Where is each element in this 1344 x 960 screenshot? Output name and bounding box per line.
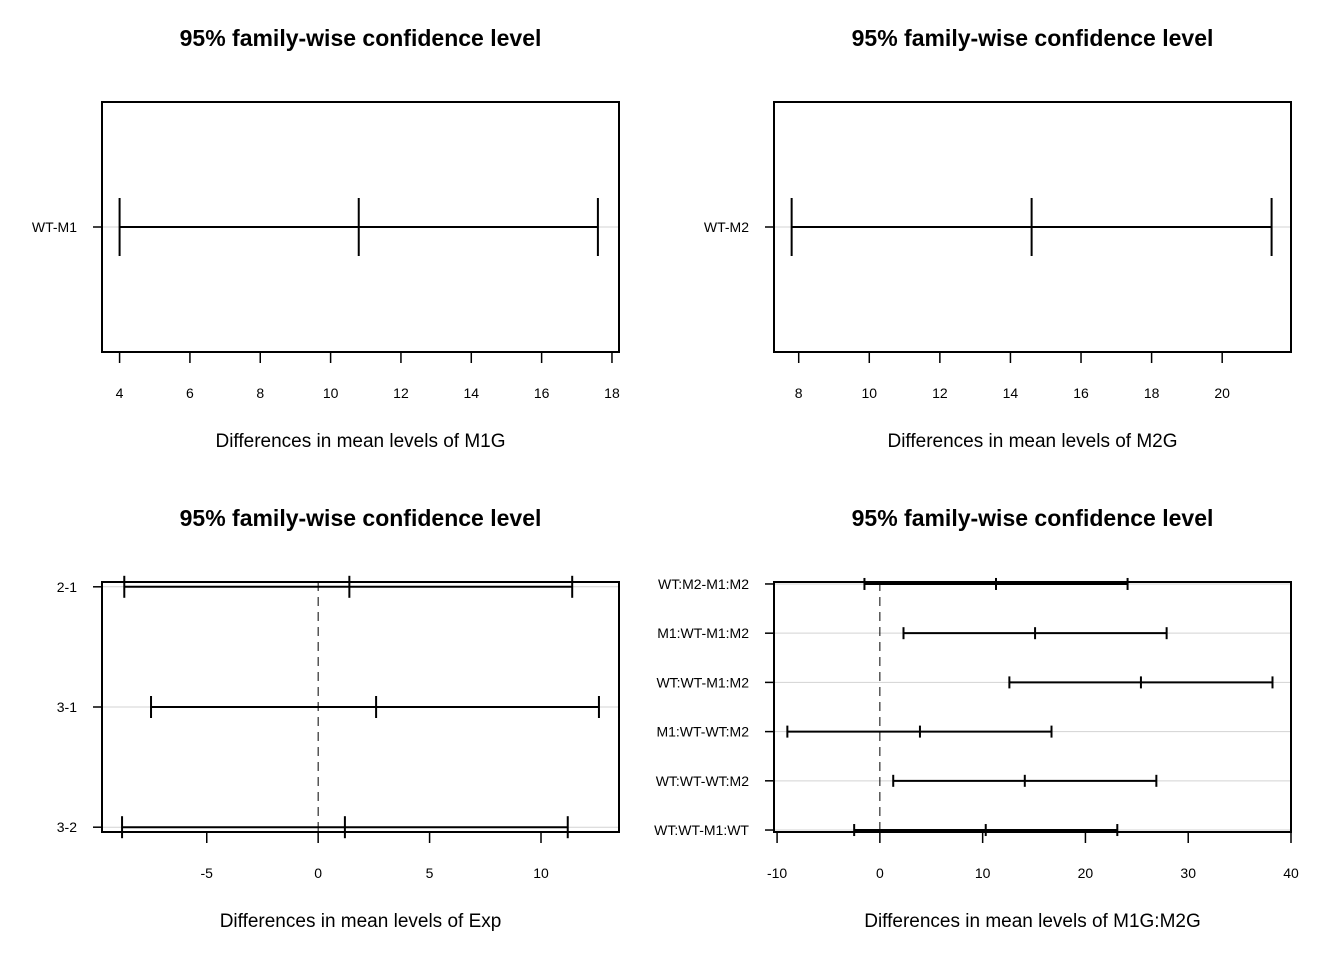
interval-WT-M1 xyxy=(118,198,599,256)
x-tick-label: 10 xyxy=(861,385,877,401)
interval-WT:WT-M1:M2 xyxy=(1008,676,1274,689)
x-axis-label: Differences in mean levels of M1G:M2G xyxy=(864,911,1201,932)
x-tick-label: 5 xyxy=(426,865,434,881)
y-tick-label: WT:M2-M1:M2 xyxy=(658,576,749,592)
x-tick-label: 6 xyxy=(186,385,194,401)
interval-WT-M2 xyxy=(790,198,1273,256)
interval-WT:WT-WT:M2 xyxy=(892,774,1158,787)
x-tick-label: 20 xyxy=(1078,865,1094,881)
y-tick-label: 3-2 xyxy=(57,819,77,835)
interval-3-2 xyxy=(121,816,569,839)
x-tick-label: 40 xyxy=(1283,865,1299,881)
x-tick-label: 4 xyxy=(116,385,124,401)
chart-title: 95% family-wise confidence level xyxy=(852,505,1214,531)
y-tick-label: WT:WT-WT:M2 xyxy=(656,773,750,789)
x-axis-label: Differences in mean levels of M2G xyxy=(887,431,1177,452)
interval-WT:WT-M1:WT xyxy=(853,824,1119,837)
x-tick-label: 10 xyxy=(323,385,339,401)
x-tick-label: 14 xyxy=(463,385,479,401)
x-tick-label: 0 xyxy=(314,865,322,881)
x-tick-label: 10 xyxy=(975,865,991,881)
x-tick-label: 16 xyxy=(534,385,550,401)
x-tick-label: 0 xyxy=(876,865,884,881)
y-tick-label: 2-1 xyxy=(57,579,77,595)
y-tick-label: M1:WT-M1:M2 xyxy=(657,625,749,641)
x-tick-label: 20 xyxy=(1214,385,1230,401)
chart-title: 95% family-wise confidence level xyxy=(180,25,542,51)
interval-M1:WT-WT:M2 xyxy=(786,725,1053,738)
y-tick-label: WT:WT-M1:M2 xyxy=(656,674,749,690)
y-tick-label: 3-1 xyxy=(57,699,77,715)
x-tick-label: 12 xyxy=(932,385,948,401)
x-tick-label: 8 xyxy=(256,385,264,401)
x-tick-label: 12 xyxy=(393,385,409,401)
chart-panel-2: 95% family-wise confidence level WT-M2 8 10… xyxy=(704,25,1292,452)
interval-WT:M2-M1:M2 xyxy=(863,577,1129,590)
y-tick-label: WT-M1 xyxy=(32,219,77,235)
x-tick-label: 8 xyxy=(795,385,803,401)
chart-title: 95% family-wise confidence level xyxy=(180,505,542,531)
chart-panel-3: 95% family-wise confidence level 2-1 3-1 3-… xyxy=(57,505,620,932)
y-tick-label: WT:WT-M1:WT xyxy=(654,822,749,838)
x-axis-label: Differences in mean levels of M1G xyxy=(215,431,505,452)
chart-panel-4: 95% family-wise confidence level WT:M2-M1… xyxy=(654,505,1299,932)
plot-frame xyxy=(773,581,1292,833)
x-tick-label: 14 xyxy=(1003,385,1019,401)
x-tick-label: 10 xyxy=(533,865,549,881)
y-tick-label: M1:WT-WT:M2 xyxy=(656,724,749,740)
x-axis-label: Differences in mean levels of Exp xyxy=(220,911,502,932)
x-tick-label: -5 xyxy=(201,865,214,881)
chart-title: 95% family-wise confidence level xyxy=(852,25,1214,51)
y-tick-label: WT-M2 xyxy=(704,219,749,235)
chart-panel-1: 95% family-wise confidence level WT-M1 4 6 8… xyxy=(32,25,620,452)
x-tick-label: 16 xyxy=(1073,385,1089,401)
interval-2-1 xyxy=(123,575,574,598)
interval-3-1 xyxy=(150,696,600,718)
x-tick-label: -10 xyxy=(767,865,787,881)
x-tick-label: 18 xyxy=(1144,385,1160,401)
interval-M1:WT-M1:M2 xyxy=(902,627,1168,640)
x-tick-label: 30 xyxy=(1180,865,1196,881)
x-tick-label: 18 xyxy=(604,385,620,401)
